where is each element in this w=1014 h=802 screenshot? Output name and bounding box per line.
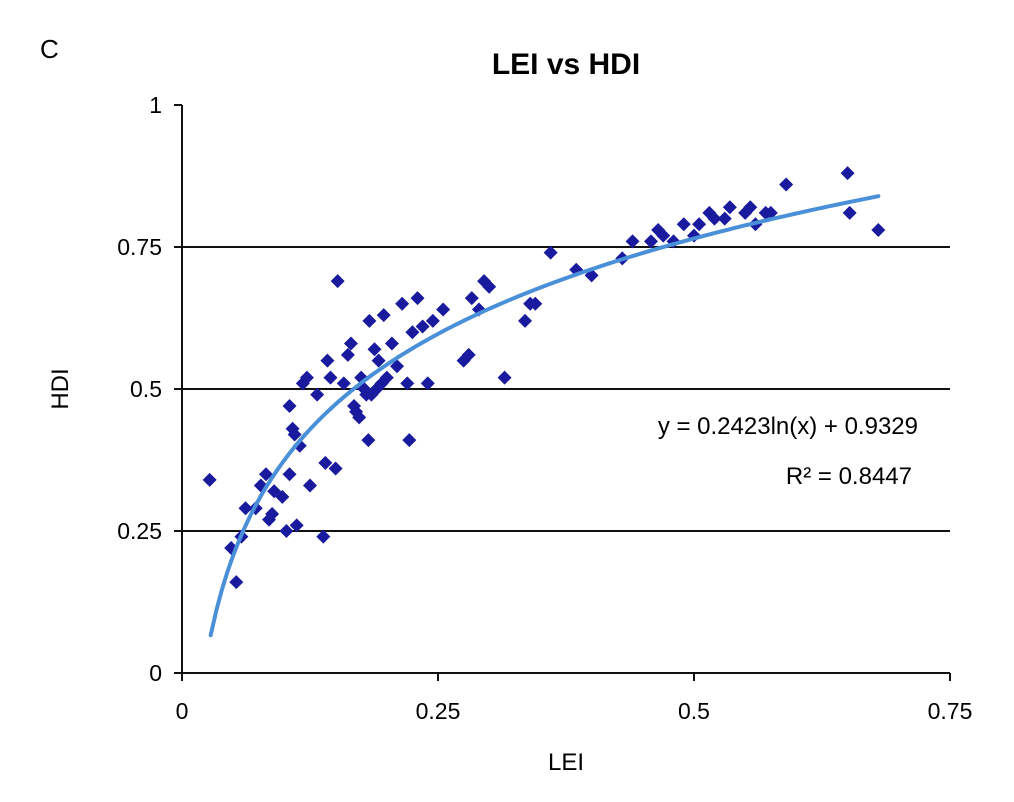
data-point <box>743 200 758 215</box>
data-point <box>371 353 386 368</box>
data-point <box>402 433 417 448</box>
data-point <box>282 399 297 414</box>
data-point <box>303 478 317 493</box>
x-tick-label: 0.25 <box>416 698 461 724</box>
data-point <box>518 313 533 328</box>
data-point <box>871 222 886 237</box>
y-tick-label: 1 <box>149 92 162 118</box>
data-point <box>275 489 290 504</box>
data-point <box>497 370 512 385</box>
data-point <box>461 347 476 362</box>
data-point <box>299 370 314 385</box>
data-point <box>692 217 707 232</box>
gridlines <box>182 246 950 532</box>
x-tick-label: 0.75 <box>928 698 973 724</box>
data-point <box>362 313 377 328</box>
data-point <box>352 410 367 425</box>
data-point <box>323 370 338 385</box>
data-point <box>722 200 737 215</box>
y-tick-label: 0.5 <box>130 376 162 402</box>
y-tick-label: 0 <box>149 660 162 686</box>
data-point <box>410 291 425 306</box>
data-point <box>310 387 325 402</box>
data-point <box>482 279 497 294</box>
data-point <box>330 274 345 289</box>
x-tick-labels: 0 0.25 0.5 0.75 <box>176 673 973 724</box>
data-point <box>643 234 658 249</box>
data-point <box>238 501 253 516</box>
data-point <box>328 461 343 476</box>
data-point <box>336 376 351 391</box>
data-point <box>258 467 273 482</box>
data-point <box>528 296 543 311</box>
r-squared-label: R² = 0.8447 <box>786 463 912 490</box>
data-point <box>320 353 335 368</box>
data-point <box>625 234 640 249</box>
data-point <box>318 455 333 470</box>
data-points <box>202 166 886 590</box>
data-point <box>384 336 399 351</box>
y-axis-label: HDI <box>47 368 74 409</box>
data-point <box>405 325 420 340</box>
data-point <box>425 313 440 328</box>
trend-equation: y = 0.2423ln(x) + 0.9329 <box>658 413 918 440</box>
data-point <box>543 245 558 260</box>
data-point <box>265 506 280 521</box>
data-point <box>279 524 294 538</box>
data-point <box>400 376 415 391</box>
data-point <box>287 427 302 442</box>
data-point <box>395 296 410 311</box>
data-point <box>676 217 691 232</box>
y-tick-label: 0.25 <box>117 518 162 544</box>
data-point <box>842 205 857 220</box>
y-tick-label: 0.75 <box>117 234 162 260</box>
panel-label: C <box>40 34 59 64</box>
data-point <box>415 319 430 334</box>
data-point <box>464 291 479 306</box>
data-point <box>316 529 331 544</box>
data-point <box>376 308 391 323</box>
x-axis-label: LEI <box>548 749 584 776</box>
trend-line <box>208 194 881 638</box>
data-point <box>289 518 304 533</box>
data-point <box>367 342 382 357</box>
data-point <box>343 336 358 351</box>
x-tick-label: 0.5 <box>678 698 710 724</box>
data-point <box>229 575 244 590</box>
data-point <box>390 359 405 374</box>
data-point <box>202 472 217 487</box>
x-tick-label: 0 <box>176 698 189 724</box>
data-point <box>340 347 355 362</box>
data-point <box>707 211 722 226</box>
data-point <box>379 370 394 385</box>
chart-title: LEI vs HDI <box>492 48 640 81</box>
data-point <box>779 177 794 192</box>
data-point <box>717 211 732 226</box>
data-point <box>840 166 855 181</box>
data-point <box>656 228 671 243</box>
data-point <box>361 433 376 448</box>
data-point <box>436 302 451 317</box>
data-point <box>420 376 435 391</box>
y-tick-labels: 0 0.25 0.5 0.75 1 <box>117 92 182 686</box>
data-point <box>282 467 297 482</box>
